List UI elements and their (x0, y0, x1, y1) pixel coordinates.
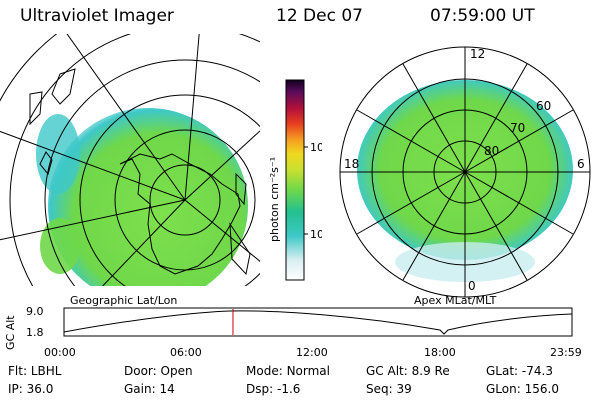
status-door: Door: Open (124, 364, 193, 378)
geo-coastlines (29, 68, 251, 276)
status-mode: Mode: Normal (246, 364, 330, 378)
colorbar-tick-100: 100 (310, 141, 322, 154)
colorbar-scale (285, 79, 305, 281)
time-label: 07:59:00 UT (430, 6, 535, 26)
app-title: Ultraviolet Imager (20, 6, 174, 26)
status-gc-alt: GC Alt: 8.9 Re (366, 364, 450, 378)
mlat-label-70: 70 (510, 121, 525, 135)
status-gain: Gain: 14 (124, 382, 175, 396)
geo-meridians (0, 34, 260, 286)
apex-map: 12 0 18 6 60 70 80 (339, 46, 591, 298)
altitude-ytick-min: 1.8 (26, 326, 44, 339)
mlat-label-60: 60 (536, 99, 551, 113)
mlt-label-6: 6 (577, 157, 585, 171)
colorbar: 100 10 photon cm⁻²s⁻¹ (268, 79, 322, 281)
status-glon: GLon: 156.0 (486, 382, 559, 396)
date-label: 12 Dec 07 (276, 6, 363, 26)
altitude-ytick-max: 9.0 (26, 305, 44, 318)
xtick-1800: 18:00 (424, 346, 456, 359)
xtick-0600: 06:00 (170, 346, 202, 359)
mlt-label-18: 18 (344, 157, 359, 171)
colorbar-tick-10: 10 (310, 228, 322, 241)
xtick-0000: 00:00 (44, 346, 76, 359)
colorbar-units: photon cm⁻²s⁻¹ (268, 157, 281, 242)
apex-caption: Apex MLat/MLT (414, 294, 497, 307)
colorbar-ticks (304, 146, 308, 235)
geo-aurora-image (48, 108, 248, 286)
status-flt: Flt: LBHL (8, 364, 62, 378)
mlt-label-12: 12 (470, 47, 485, 61)
status-seq: Seq: 39 (366, 382, 412, 396)
mlat-label-80: 80 (484, 144, 499, 158)
altitude-curve (63, 310, 573, 335)
status-glat: GLat: -74.3 (486, 364, 553, 378)
altitude-ylabel: GC Alt (4, 315, 17, 350)
apex-mlt-lines (340, 47, 590, 297)
xtick-2359: 23:59 (550, 346, 582, 359)
geo-caption: Geographic Lat/Lon (70, 294, 178, 307)
mlt-label-0: 0 (468, 279, 476, 293)
status-dsp: Dsp: -1.6 (246, 382, 301, 396)
altitude-plot (63, 307, 573, 337)
geographic-map (0, 34, 260, 286)
status-ip: IP: 36.0 (8, 382, 54, 396)
xtick-1200: 12:00 (296, 346, 328, 359)
